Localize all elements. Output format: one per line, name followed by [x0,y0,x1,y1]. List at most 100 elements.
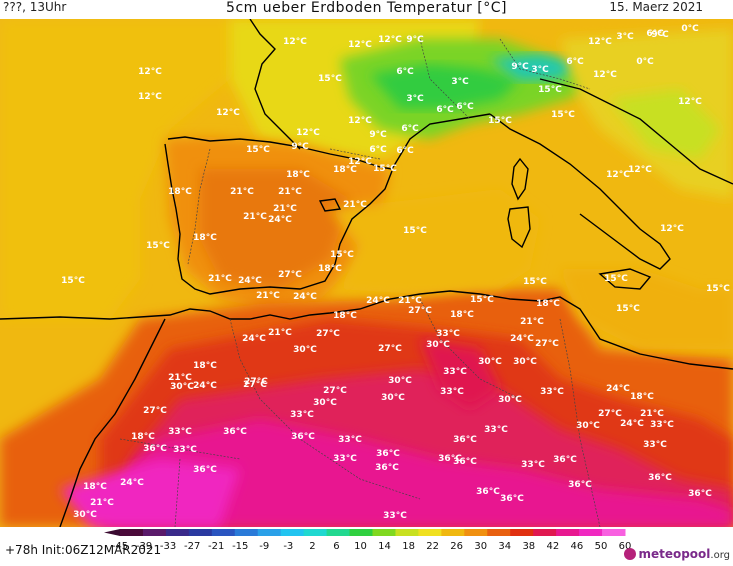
legend-arrow [104,529,120,536]
temperature-label: 33°C [338,435,362,445]
date-label: 15. Maerz 2021 [609,0,703,14]
temperature-label: 9°C [511,62,529,72]
legend-tick-label: 38 [522,541,535,552]
temperature-label: 30°C [576,421,600,431]
legend-swatch [326,529,351,536]
temperature-label: 33°C [443,367,467,377]
legend-tick-label: 42 [546,541,559,552]
temperature-label: 12°C [378,35,402,45]
temperature-label: 15°C [551,110,575,120]
temperature-map: 12°C 12°C 9°C 12°C 12°C 9°C 0°C 3°C 6°C 12°C 15°C 6… [0,19,733,527]
temperature-label: 9°C [369,130,387,140]
temperature-label: 9°C [291,142,309,152]
temperature-label: 24°C [620,419,644,429]
legend-tick-label: 60 [619,541,632,552]
temperature-label: 12°C [660,224,684,234]
legend-swatch [188,529,213,536]
header-bar: ???, 13Uhr 5cm ueber Erdboden Temperatur… [0,0,733,19]
temperature-label: 6°C [646,29,664,39]
temperature-label: 12°C [348,157,372,167]
temperature-label: 18°C [168,187,192,197]
temperature-label: 21°C [168,373,192,383]
temperature-label: 30°C [478,357,502,367]
temperature-label: 21°C [398,296,422,306]
temperature-label: 36°C [453,435,477,445]
temperature-label: 15°C [706,284,730,294]
legend-tick-label: 18 [402,541,415,552]
temperature-label: 18°C [318,264,342,274]
legend-tick-label: -3 [283,541,293,552]
legend-tick-label: -15 [232,541,248,552]
temperature-label: 36°C [553,455,577,465]
temperature-label: 33°C [168,427,192,437]
temperature-label: 9°C [651,30,669,40]
temperature-label: 30°C [170,382,194,392]
temperature-label: 12°C [296,128,320,138]
logo-text: meteopool [638,547,711,561]
temperature-label: 33°C [540,387,564,397]
temperature-label: 33°C [290,410,314,420]
temperature-label: 15°C [538,85,562,95]
temperature-label: 18°C [131,432,155,442]
temperature-label: 15°C [523,277,547,287]
temperature-label: 27°C [408,306,432,316]
temperature-label: 12°C [348,116,372,126]
temperature-label: 33°C [650,420,674,430]
logo-icon [624,548,637,560]
temperature-label: 12°C [348,40,372,50]
temperature-label: 18°C [286,170,310,180]
temperature-label: 3°C [616,32,634,42]
temperature-label: 18°C [333,165,357,175]
temperature-label: 30°C [293,345,317,355]
legend-swatch [464,529,488,536]
run-info: +78h Init:06Z12MAR2021 [5,543,162,557]
temperature-label: 18°C [536,299,560,309]
temperature-label: 30°C [73,510,97,520]
legend-tick-label: 50 [595,541,608,552]
temperature-label: 3°C [406,94,424,104]
legend-tick-label: -45 [112,541,128,552]
temperature-label: 3°C [531,65,549,75]
temperature-label: 12°C [283,37,307,47]
legend-swatch [165,529,190,536]
temperature-label: 0°C [636,57,654,67]
temperature-label: 33°C [521,460,545,470]
temperature-label: 36°C [500,494,524,504]
temperature-label: 21°C [273,204,297,214]
legend-tick-label: -39 [136,541,152,552]
legend-swatch [257,529,282,536]
temperature-label: 33°C [436,329,460,339]
temperature-label: 21°C [256,291,280,301]
legend-tick-label: 14 [378,541,391,552]
legend-swatch [142,529,167,536]
legend-tick-label: 34 [498,541,511,552]
temperature-label: 15°C [318,74,342,84]
temperature-label: 36°C [688,489,712,499]
temperature-label: 15°C [146,241,170,251]
temperature-label: 6°C [401,124,419,134]
legend-swatch [395,529,419,536]
temperature-label: 18°C [333,311,357,321]
temperature-label: 30°C [388,376,412,386]
temperature-label: 15°C [61,276,85,286]
day-time-label: ???, 13Uhr [3,0,67,14]
temperature-label: 24°C [268,215,292,225]
legend-tick-label: -27 [184,541,200,552]
temperature-label: 15°C [373,164,397,174]
temperature-label: 15°C [246,145,270,155]
temperature-label: 6°C [396,146,414,156]
temperature-label: 12°C [138,92,162,102]
temperature-label: 27°C [243,380,267,390]
legend-swatch [441,529,465,536]
temperature-label: 15°C [604,274,628,284]
legend-tick-label: 6 [333,541,339,552]
temperature-label: 3°C [451,77,469,87]
temperature-label: 6°C [436,105,454,115]
temperature-label: 33°C [643,440,667,450]
legend-tick-label: 30 [474,541,487,552]
temperature-label: 21°C [520,317,544,327]
legend-swatch [487,529,511,536]
temperature-label: 27°C [535,339,559,349]
temperature-label: 24°C [193,381,217,391]
temperature-label: 36°C [376,449,400,459]
